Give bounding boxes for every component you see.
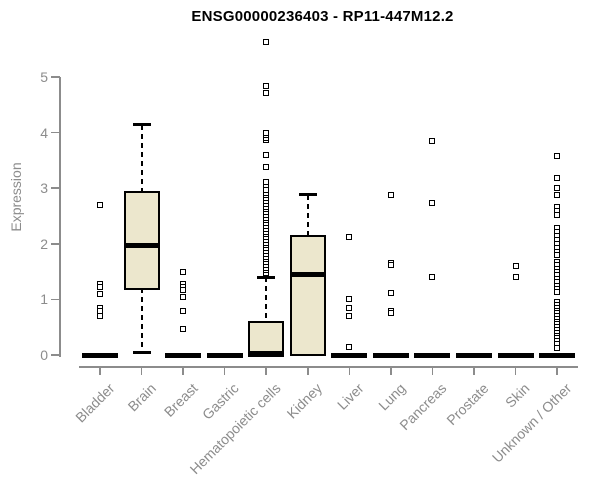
outlier-point bbox=[180, 325, 187, 332]
upper-whisker-cap bbox=[298, 193, 317, 197]
outlier-point bbox=[97, 283, 103, 290]
x-tick bbox=[223, 366, 226, 375]
median-line bbox=[123, 242, 160, 248]
x-tick bbox=[348, 366, 351, 375]
category-label-breast: Breast bbox=[160, 380, 201, 420]
outlier-point bbox=[180, 308, 187, 315]
outlier-point bbox=[346, 304, 353, 311]
median-line bbox=[289, 272, 326, 278]
lower-whisker-stem bbox=[140, 287, 143, 353]
x-tick bbox=[390, 366, 392, 375]
x-tick bbox=[182, 366, 184, 375]
outlier-point bbox=[97, 201, 103, 208]
upper-whisker-cap bbox=[132, 123, 151, 127]
box-iqr bbox=[289, 235, 326, 356]
outlier-point bbox=[180, 286, 187, 293]
y-tick bbox=[51, 298, 60, 301]
lower-whisker-cap bbox=[132, 350, 151, 354]
outlier-point bbox=[387, 289, 394, 296]
category-label-skin: Skin bbox=[502, 380, 533, 411]
outlier-point bbox=[180, 269, 187, 276]
y-tick-label: 1 bbox=[40, 291, 48, 308]
y-tick bbox=[51, 131, 60, 134]
outlier-point bbox=[263, 164, 270, 171]
box-iqr bbox=[123, 190, 160, 290]
outlier-point bbox=[512, 274, 519, 281]
category-label-prostate: Prostate bbox=[443, 380, 492, 429]
x-tick bbox=[473, 366, 475, 375]
outlier-point bbox=[554, 344, 561, 351]
median-line bbox=[455, 352, 492, 358]
upper-whisker-cap bbox=[257, 275, 276, 279]
outlier-point bbox=[429, 137, 436, 144]
category-label-kidney: Kidney bbox=[283, 380, 326, 422]
outlier-point bbox=[554, 251, 561, 258]
y-tick-label: 2 bbox=[40, 235, 48, 252]
outlier-point bbox=[346, 343, 353, 350]
median-line bbox=[372, 352, 409, 358]
outlier-point bbox=[263, 179, 270, 186]
outlier-point bbox=[263, 151, 270, 158]
outlier-point bbox=[346, 313, 353, 320]
y-tick bbox=[51, 243, 60, 245]
median-line bbox=[248, 350, 285, 356]
category-label-bladder: Bladder bbox=[71, 380, 118, 426]
outlier-point bbox=[346, 234, 353, 241]
outlier-point bbox=[554, 152, 561, 159]
median-line bbox=[165, 352, 202, 358]
y-tick-label: 5 bbox=[40, 69, 48, 85]
x-tick bbox=[140, 366, 143, 375]
median-line bbox=[331, 352, 368, 358]
y-tick-label: 3 bbox=[40, 180, 48, 197]
category-label-lung: Lung bbox=[374, 380, 409, 414]
outlier-point bbox=[387, 191, 394, 198]
median-line bbox=[414, 352, 451, 358]
outlier-point bbox=[429, 274, 436, 281]
median-line bbox=[497, 352, 534, 358]
x-tick bbox=[265, 366, 267, 375]
median-line bbox=[82, 352, 118, 358]
y-tick bbox=[51, 187, 60, 189]
y-tick bbox=[51, 76, 60, 78]
outlier-point bbox=[387, 261, 394, 268]
outlier-point bbox=[512, 263, 519, 270]
category-label-unknown-other: Unknown / Other bbox=[488, 380, 575, 466]
outlier-point bbox=[263, 38, 270, 45]
outlier-point bbox=[554, 175, 561, 182]
category-label-liver: Liver bbox=[333, 380, 367, 413]
upper-whisker-stem bbox=[306, 194, 309, 238]
outlier-point bbox=[554, 289, 561, 296]
outlier-point bbox=[97, 312, 103, 319]
outlier-point bbox=[554, 211, 561, 218]
upper-whisker-stem bbox=[265, 277, 268, 323]
x-tick bbox=[307, 366, 309, 375]
median-line bbox=[539, 352, 576, 358]
median-line bbox=[206, 352, 243, 358]
outlier-point bbox=[97, 290, 103, 297]
outlier-point bbox=[554, 185, 561, 192]
outlier-point bbox=[263, 130, 270, 137]
x-axis-line bbox=[79, 366, 578, 368]
upper-whisker-stem bbox=[140, 124, 143, 193]
y-tick bbox=[51, 354, 60, 356]
x-tick bbox=[431, 366, 434, 375]
y-axis-line bbox=[59, 77, 61, 357]
outlier-point bbox=[263, 90, 270, 97]
x-tick bbox=[556, 366, 558, 375]
outlier-point bbox=[346, 295, 353, 302]
outlier-point bbox=[554, 191, 561, 198]
outlier-point bbox=[387, 310, 394, 317]
outlier-point bbox=[429, 200, 436, 207]
outlier-point bbox=[180, 294, 187, 301]
category-label-brain: Brain bbox=[124, 380, 159, 415]
x-tick bbox=[514, 366, 517, 375]
y-tick-label: 4 bbox=[40, 124, 48, 141]
outlier-point bbox=[263, 82, 270, 89]
chart-title: ENSG00000236403 - RP11-447M12.2 bbox=[191, 8, 454, 25]
y-tick-label: 0 bbox=[40, 347, 48, 363]
x-tick bbox=[99, 366, 101, 375]
